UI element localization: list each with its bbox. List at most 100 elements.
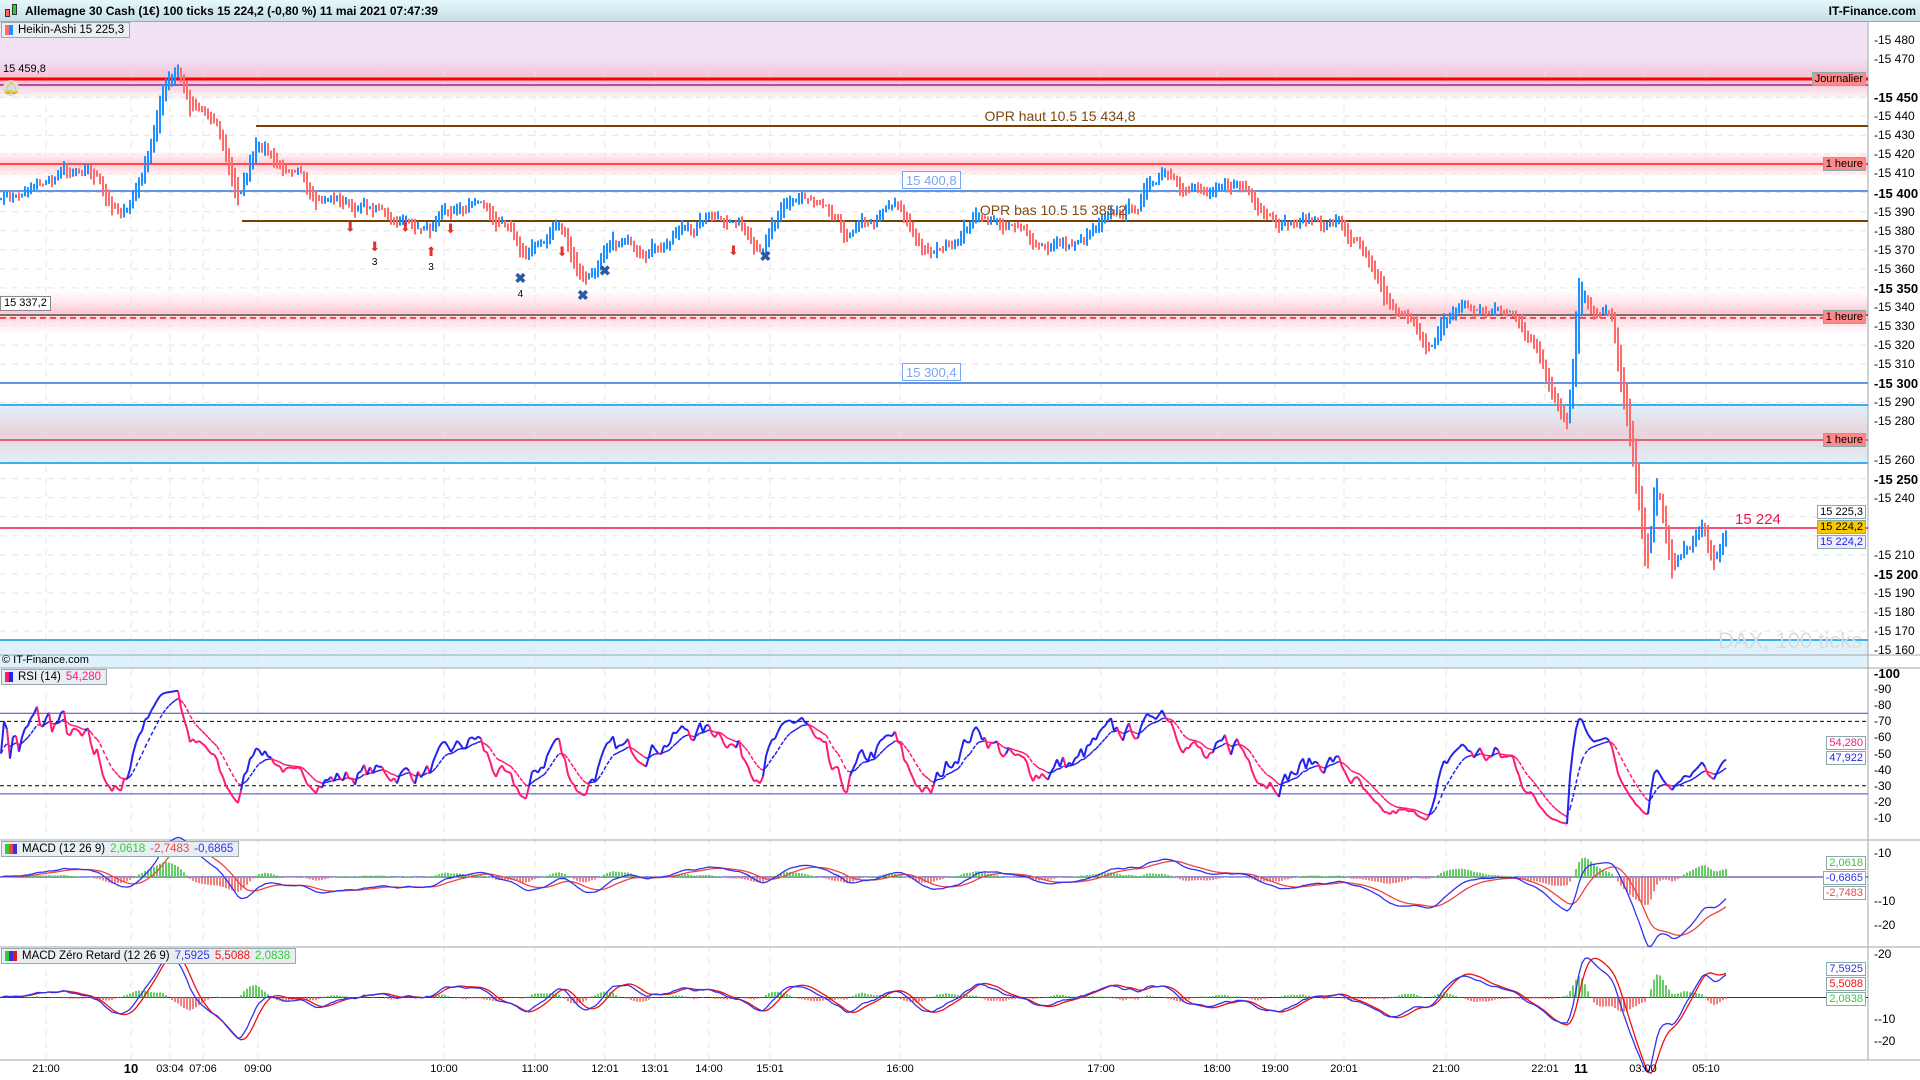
rsi-legend[interactable]: RSI (14) 54,280 (1, 669, 108, 685)
daily-zone (0, 22, 1868, 100)
rsi-signal-segment (1554, 807, 1559, 812)
rsi-signal-segment (1680, 782, 1685, 786)
rsi-signal-segment (1251, 754, 1256, 760)
rsi-line-segment (9, 736, 14, 759)
rsi-line-segment (483, 750, 488, 754)
rsi-line-segment (297, 766, 302, 770)
rsi-signal-segment (783, 736, 788, 742)
rsi-signal-segment (1344, 763, 1349, 768)
rsi-signal-segment (96, 738, 101, 745)
rsi-signal-segment (564, 754, 569, 760)
rsi-signal-segment (1683, 780, 1688, 784)
rsi-line-segment (1131, 733, 1136, 740)
rsi-signal-segment (333, 778, 338, 782)
macd-legend[interactable]: MACD (12 26 9) 2,0618 -2,7483 -0,6865 (1, 841, 240, 857)
rsi-signal-segment (249, 771, 254, 777)
bell-icon[interactable]: 🔔︎ (3, 80, 20, 96)
rsi-line-segment (222, 776, 227, 787)
rsi-line-segment (495, 768, 500, 778)
rsi-line-segment (1137, 726, 1142, 739)
rsi-line-segment (771, 737, 776, 741)
rsi-signal-segment (630, 747, 635, 751)
rsi-line-segment (21, 728, 26, 738)
rsi-signal-segment (1206, 747, 1211, 750)
macdzr-legend[interactable]: MACD Zéro Retard (12 26 9) 7,5925 5,5088 2,… (1, 948, 297, 964)
rsi-line-segment (576, 790, 581, 794)
rsi-line-segment (1011, 751, 1016, 756)
rsi-signal-segment (432, 767, 437, 772)
rsi-signal-segment (945, 772, 950, 776)
rsi-line-segment (960, 739, 965, 752)
rsi-line-segment (468, 736, 473, 740)
rsi-line-segment (1332, 755, 1337, 763)
rsi-signal-segment (948, 771, 953, 775)
rsi-signal-segment (1701, 770, 1706, 773)
rsi-signal-segment (102, 749, 107, 757)
rsi-signal-segment (774, 749, 779, 755)
rsi-signal-segment (1677, 783, 1682, 787)
rsi-line-segment (1572, 729, 1577, 750)
rsi-signal-segment (747, 751, 752, 757)
rsi-signal-segment (1008, 747, 1013, 750)
rsi-line-segment (519, 794, 524, 798)
rsi-signal-segment (390, 773, 395, 776)
rsi-signal-segment (1011, 748, 1016, 751)
rsi-signal-segment (717, 731, 722, 734)
rsi-signal-segment (1515, 757, 1520, 763)
rsi-line-segment (1539, 806, 1544, 811)
rsi-line-segment (1413, 810, 1418, 816)
rsi-line-segment (726, 743, 731, 749)
rsi-signal-segment (1197, 741, 1202, 744)
rsi-line-segment (1494, 746, 1499, 751)
rsi-signal-segment (297, 765, 302, 768)
rsi-line-segment (672, 731, 677, 735)
rsi-line-segment (1680, 775, 1685, 782)
macdzr-value: 7,5925 (174, 950, 210, 962)
rsi-line-segment (399, 769, 404, 775)
rsi-signal-segment (936, 778, 941, 781)
rsi-signal-segment (651, 753, 656, 756)
rsi-signal-segment (471, 742, 476, 746)
rsi-line-segment (1692, 768, 1697, 773)
rsi-signal-segment (885, 744, 890, 749)
rsi-line-segment (777, 725, 782, 733)
macdzr-axis-label: -20 (1874, 947, 1892, 961)
rsi-line-segment (669, 732, 674, 744)
rsi-signal-segment (594, 778, 599, 783)
rsi-signal-segment (825, 734, 830, 741)
rsi-line-segment (1701, 761, 1706, 768)
rsi-signal-segment (207, 736, 212, 741)
rsi-line-segment (1272, 787, 1277, 794)
rsi-signal-segment (858, 762, 863, 767)
rsi-signal-segment (660, 751, 665, 755)
time-axis-label: 11 (1574, 1061, 1588, 1076)
rsi-signal-segment (171, 699, 176, 704)
rsi-line-segment (267, 755, 272, 759)
time-axis-label: 14:00 (695, 1063, 723, 1075)
heikin-ashi-legend[interactable]: Heikin-Ashi 15 225,3 (1, 22, 131, 38)
rsi-signal-segment (1044, 770, 1049, 774)
rsi-line-segment (1554, 818, 1559, 822)
rsi-line-segment (1707, 773, 1712, 779)
rsi-signal-segment (1071, 763, 1076, 767)
level-box-15400[interactable]: 15 400,8 (902, 171, 961, 189)
rsi-signal-segment (789, 730, 794, 735)
rsi-line-segment (1545, 813, 1550, 818)
rsi-signal-segment (984, 740, 989, 743)
price-axis-label: -15 370 (1874, 242, 1915, 257)
rsi-line-segment (1242, 749, 1247, 758)
rsi-signal-segment (921, 772, 926, 777)
rsi-signal-segment (867, 759, 872, 763)
rsi-signal-segment (1242, 745, 1247, 749)
rsi-signal-segment (603, 764, 608, 771)
level-box-15300[interactable]: 15 300,4 (902, 363, 961, 381)
watermark: DAX, 100 ticks (1718, 628, 1863, 653)
rsi-signal-segment (495, 757, 500, 761)
price-axis-label: -15 320 (1874, 338, 1915, 353)
rsi-signal-segment (1368, 782, 1373, 787)
rsi-signal-segment (597, 774, 602, 780)
rsi-signal-segment (588, 781, 593, 784)
rsi-signal-segment (1269, 775, 1274, 780)
rsi-line-segment (441, 740, 446, 744)
